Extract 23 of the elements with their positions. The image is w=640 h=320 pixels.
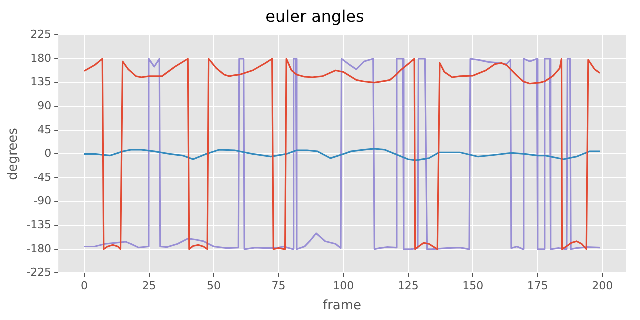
x-axis-title: frame — [323, 298, 362, 314]
x-tick-label: 200 — [592, 280, 614, 293]
y-tick-label: 135 — [30, 76, 52, 89]
y-tick-label: 0 — [44, 147, 52, 160]
y-tick-label: -90 — [34, 194, 52, 208]
y-tick-label: -135 — [26, 218, 52, 232]
y-tick-label: -45 — [34, 170, 52, 184]
x-tick-label: 175 — [527, 280, 548, 293]
chart-title: euler angles — [266, 6, 364, 26]
x-tick-label: 0 — [80, 280, 88, 293]
x-tick-label: 150 — [462, 280, 484, 293]
y-axis-title: degrees — [6, 128, 22, 180]
y-tick-label: 225 — [30, 28, 52, 42]
x-tick-label: 50 — [207, 280, 222, 293]
x-tick-label: 100 — [333, 280, 354, 293]
y-tick-label: 180 — [30, 52, 52, 65]
x-tick-label: 75 — [272, 280, 286, 293]
x-tick-label: 25 — [142, 280, 156, 293]
y-tick-label: -180 — [26, 242, 52, 256]
y-tick-label: 45 — [38, 123, 52, 136]
y-tick-label: 90 — [38, 99, 52, 112]
y-tick-label: -225 — [26, 266, 52, 280]
x-tick-label: 125 — [398, 280, 419, 293]
